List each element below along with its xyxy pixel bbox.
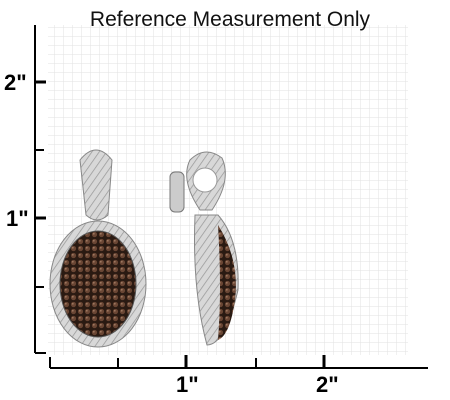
horizontal-label: 2" (316, 372, 339, 397)
horizontal-ruler (49, 355, 428, 369)
pendant-front (49, 149, 147, 348)
vertical-ruler (34, 25, 46, 354)
horizontal-label: 1" (176, 372, 199, 397)
vertical-label: 2" (4, 70, 27, 95)
title: Reference Measurement Only (90, 8, 371, 31)
vertical-label: 1" (6, 206, 29, 231)
pendant-side (169, 151, 239, 346)
